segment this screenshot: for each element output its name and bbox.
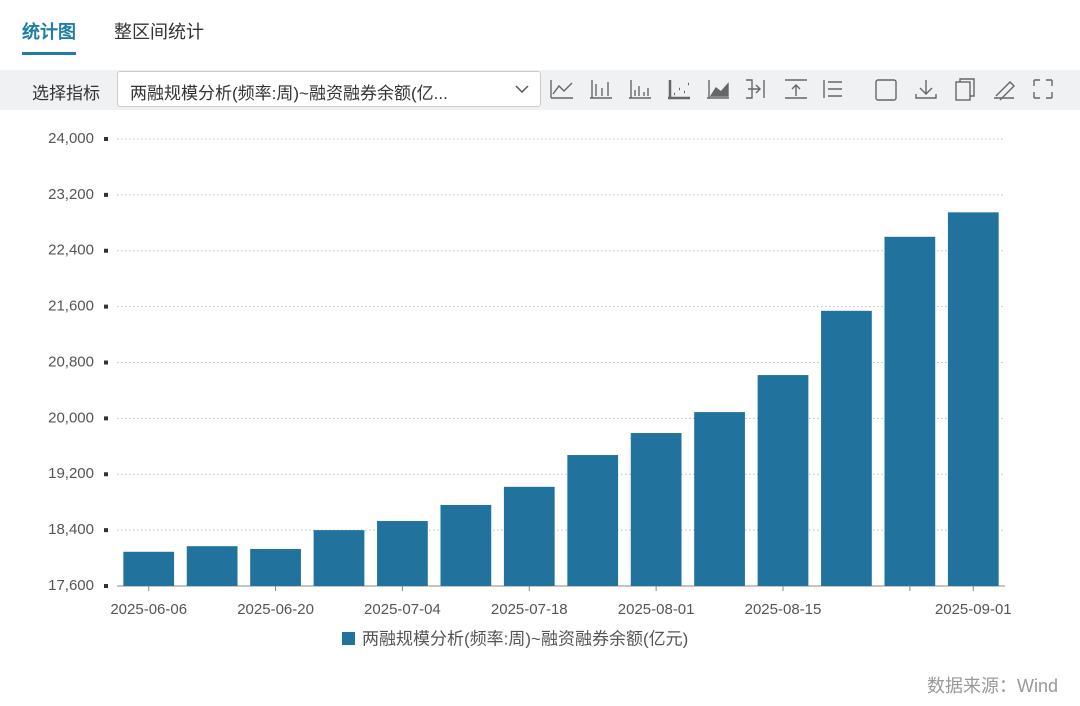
bar bbox=[250, 548, 301, 586]
y-tick-label: 23,200 bbox=[48, 186, 94, 203]
y-tick-label: 20,000 bbox=[48, 409, 94, 426]
bar bbox=[884, 236, 936, 586]
y-tick-label: 22,400 bbox=[48, 242, 94, 259]
y-tick-label: 19,200 bbox=[48, 465, 94, 482]
x-tick-label: 2025-07-18 bbox=[491, 601, 568, 618]
y-tick-label: 17,600 bbox=[48, 577, 94, 594]
y-tick-label: 21,600 bbox=[48, 298, 94, 315]
source: 数据来源：Wind bbox=[926, 676, 1058, 696]
bar bbox=[694, 412, 745, 586]
y-tick-label: 24,000 bbox=[48, 130, 94, 147]
chevron bbox=[515, 85, 529, 94]
bar bbox=[313, 530, 365, 586]
tab[interactable]: 统计图 bbox=[22, 18, 76, 55]
y-tick-mark bbox=[104, 137, 108, 141]
y-tick-mark bbox=[104, 248, 108, 253]
bar bbox=[567, 455, 619, 586]
bar bbox=[186, 546, 238, 586]
bar bbox=[630, 433, 682, 586]
bar bbox=[503, 486, 555, 586]
tab[interactable]: 整区间统计 bbox=[114, 22, 204, 42]
y-tick-mark bbox=[104, 472, 108, 477]
x-tick-label: 2025-07-04 bbox=[364, 601, 441, 618]
x-tick-label: 2025-09-01 bbox=[935, 601, 1012, 618]
x-tick-label: 2025-06-20 bbox=[237, 601, 314, 618]
bar bbox=[377, 521, 428, 586]
y-tick-mark bbox=[104, 192, 108, 197]
bar bbox=[440, 504, 492, 586]
x-tick-label: 2025-06-06 bbox=[110, 601, 187, 618]
y-tick-label: 20,800 bbox=[48, 353, 94, 370]
indicator-select[interactable]: 两融规模分析(频率:周)~融资融券余额(亿... bbox=[117, 71, 541, 107]
y-tick-label: 18,400 bbox=[48, 521, 94, 538]
toolbar: 选择指标 两融规模分析(频率:周)~融资融券余额(亿... bbox=[0, 70, 1080, 110]
legend-swatch bbox=[342, 632, 355, 645]
y-tick-mark bbox=[104, 416, 108, 421]
legend-label: 两融规模分析(频率:周)~融资融券余额(亿元) bbox=[362, 629, 688, 648]
y-tick-mark bbox=[104, 584, 108, 588]
y-tick-mark bbox=[104, 304, 108, 309]
y-tick-mark bbox=[104, 528, 108, 533]
select-text: 两融规模分析(频率:周)~融资融券余额(亿... bbox=[130, 84, 448, 103]
x-tick-label: 2025-08-01 bbox=[618, 601, 695, 618]
chart: 17,600 18,400 19,200 20,000 20,800 21,600 22,4… bbox=[48, 130, 1012, 649]
x-tick-label: 2025-08-15 bbox=[745, 601, 822, 618]
bar bbox=[821, 310, 872, 586]
toolbar-icons[interactable] bbox=[548, 76, 1068, 104]
toolbar-label: 选择指标 bbox=[32, 84, 100, 103]
bar bbox=[947, 212, 999, 586]
bar bbox=[123, 551, 175, 586]
y-tick-mark bbox=[104, 360, 108, 365]
bar bbox=[757, 375, 809, 586]
